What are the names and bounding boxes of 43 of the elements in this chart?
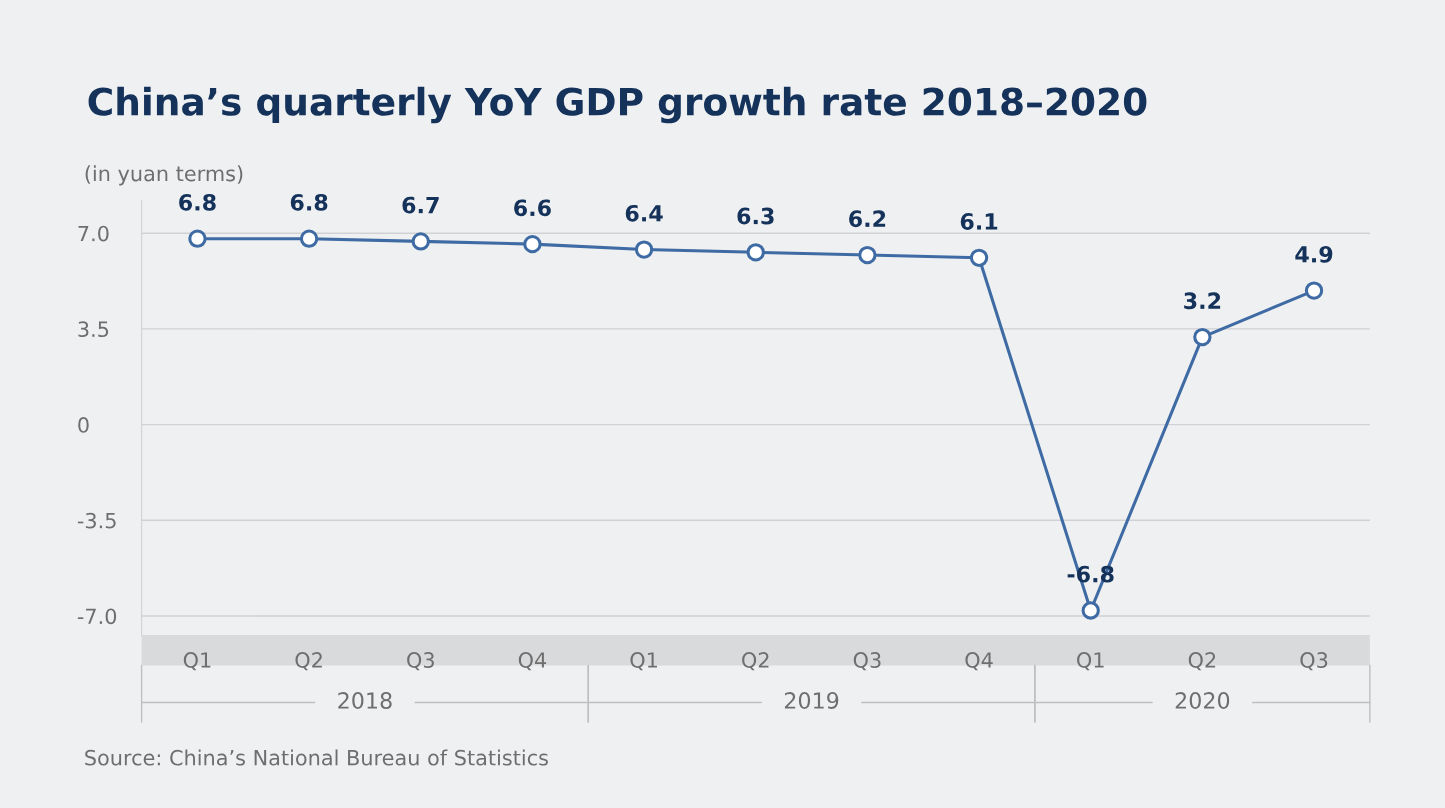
data-label: 6.6 [514, 199, 551, 217]
point [858, 245, 877, 265]
y-tick-label: 3.5 [78, 321, 109, 338]
text: 2018 [338, 692, 392, 709]
x-tick-label: Q3 [407, 652, 434, 671]
source-note: Source: China’s National Bureau of Statistics [85, 749, 548, 766]
x-tick-label: Q1 [1077, 652, 1104, 671]
data-label: 6.8 [290, 193, 328, 211]
x-tick-label: Q1 [183, 652, 211, 671]
chart-subtitle: (in yuan terms) [85, 165, 243, 186]
x-tick-label: Q3 [1300, 652, 1328, 671]
point [188, 229, 207, 248]
x-tick-label: Q4 [518, 652, 547, 671]
data-label: 6.1 [960, 213, 998, 230]
point [1081, 601, 1100, 620]
y-tick-label: 0 [78, 417, 89, 433]
point [299, 229, 319, 248]
point [1304, 281, 1324, 300]
point [1193, 327, 1212, 347]
x-tick-label: Q2 [1188, 652, 1216, 671]
chart-title: China’s quarterly YoY GDP growth rate 2018–2020 [88, 86, 1147, 124]
data-label: 6.7 [402, 196, 439, 214]
data-label: 6.3 [737, 207, 774, 225]
data-label: 6.8 [179, 193, 216, 211]
text: 2019 [784, 692, 839, 709]
y-tick-label: -7.0 [77, 608, 117, 625]
data-label: 3.2 [1184, 292, 1221, 310]
x-tick-label: Q1 [630, 652, 657, 671]
point [411, 232, 430, 251]
point [634, 240, 654, 259]
data-label: 6.4 [625, 204, 663, 222]
x-tick-label: Q2 [295, 652, 322, 671]
data-label: 4.9 [1295, 245, 1333, 263]
text: 2020 [1175, 692, 1230, 709]
point [523, 234, 542, 254]
x-tick-label: Q2 [742, 652, 769, 671]
y-tick-label: 7.0 [78, 225, 109, 242]
x-tick-label: Q3 [853, 652, 881, 671]
data-label: 6.2 [849, 210, 886, 228]
y-tick-label: -3.5 [77, 512, 116, 529]
x-tick-label: Q4 [965, 652, 993, 671]
point [969, 248, 989, 267]
point [746, 243, 765, 262]
